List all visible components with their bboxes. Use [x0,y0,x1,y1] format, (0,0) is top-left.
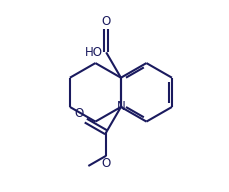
Text: N: N [117,100,125,113]
Text: O: O [102,157,111,170]
Text: O: O [74,107,83,120]
Text: HO: HO [85,46,103,59]
Text: O: O [102,15,111,28]
